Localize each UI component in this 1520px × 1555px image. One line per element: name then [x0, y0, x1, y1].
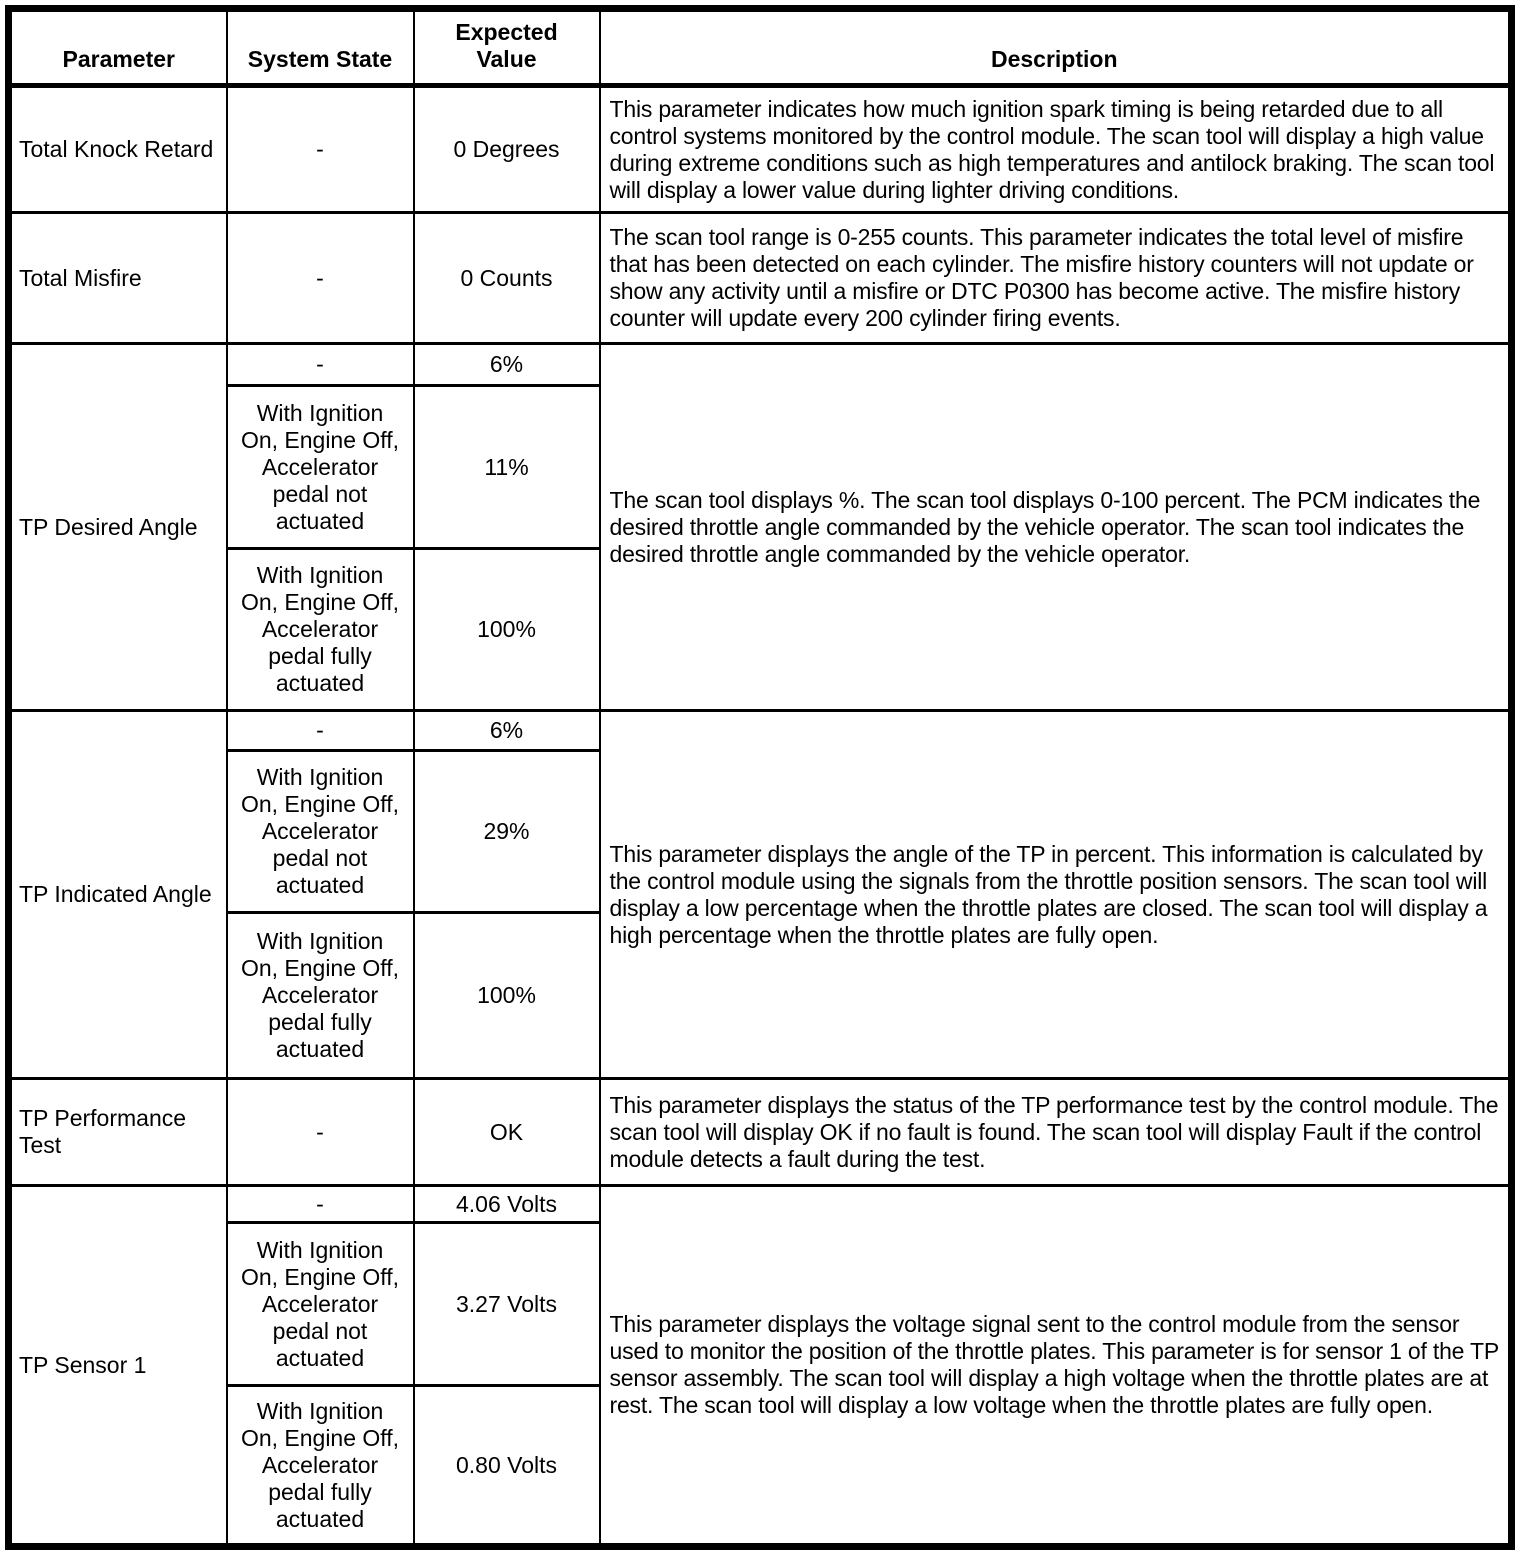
system-state-cell: With Ignition On, Engine Off, Accelerato… [225, 384, 415, 550]
header-description: Description [598, 7, 1513, 88]
system-state-cell: With Ignition On, Engine Off, Accelerato… [225, 1221, 415, 1387]
table-sub-row: With Ignition On, Engine Off, Accelerato… [9, 749, 1512, 914]
system-state-cell: - [225, 1077, 415, 1187]
expected-value-cell: 0.80 Volts [412, 1384, 601, 1548]
expected-value-cell: 100% [412, 911, 601, 1080]
expected-value-cell: 11% [412, 384, 601, 550]
parameter-cell: TP Desired Angle [7, 342, 228, 712]
system-state-cell: With Ignition On, Engine Off, Accelerato… [225, 749, 415, 914]
expected-value-cell: 3.27 Volts [412, 1221, 601, 1387]
expected-value-cell: OK [412, 1077, 601, 1187]
parameter-cell: TP Sensor 1 [7, 1184, 228, 1548]
system-state-cell: - [225, 211, 415, 345]
system-state-cell: With Ignition On, Engine Off, Accelerato… [225, 547, 415, 712]
table-sub-row: With Ignition On, Engine Off, Accelerato… [9, 1221, 1512, 1387]
expected-value-cell: 6% [412, 709, 601, 752]
table-row: TP Desired Angle - 6% The scan tool disp… [7, 342, 1513, 712]
expected-value-cell: 4.06 Volts [412, 1184, 601, 1224]
system-state-cell: With Ignition On, Engine Off, Accelerato… [225, 911, 415, 1080]
system-state-cell: - [225, 342, 415, 387]
expected-value-cell: 0 Counts [412, 211, 601, 345]
parameter-cell: Total Misfire [7, 211, 228, 345]
parameter-cell: Total Knock Retard [7, 84, 228, 214]
system-state-cell: With Ignition On, Engine Off, Accelerato… [225, 1384, 415, 1548]
scan-tool-parameter-table: Parameter System State Expected Value De… [5, 5, 1515, 1550]
table-sub-row: With Ignition On, Engine Off, Accelerato… [9, 911, 1512, 1080]
header-row: Parameter System State Expected Value De… [7, 7, 1513, 88]
description-cell: This parameter displays the status of th… [598, 1077, 1513, 1187]
expected-value-cell: 6% [412, 342, 601, 387]
row-group-total-knock-retard: Total Knock Retard - 0 Degrees This para… [7, 84, 1513, 214]
table-sub-row: With Ignition On, Engine Off, Accelerato… [9, 1384, 1512, 1548]
expected-value-cell: 100% [412, 547, 601, 712]
parameter-cell: TP Indicated Angle [7, 709, 228, 1080]
header-system-state: System State [225, 7, 415, 88]
header-expected-value: Expected Value [412, 7, 601, 88]
description-cell: This parameter displays the angle of the… [598, 709, 1513, 1080]
expected-value-cell: 0 Degrees [412, 84, 601, 214]
description-cell: This parameter displays the voltage sign… [598, 1184, 1513, 1548]
system-state-cell: - [225, 1184, 415, 1224]
header-parameter: Parameter [7, 7, 228, 88]
row-group-tp-indicated-angle: TP Indicated Angle - 6% This parameter d… [7, 709, 1513, 1080]
row-group-tp-performance-test: TP Performance Test - OK This parameter … [7, 1077, 1513, 1187]
table-row: TP Performance Test - OK This parameter … [7, 1077, 1513, 1187]
expected-value-cell: 29% [412, 749, 601, 914]
description-cell: The scan tool range is 0-255 counts. Thi… [598, 211, 1513, 345]
row-group-tp-desired-angle: TP Desired Angle - 6% The scan tool disp… [7, 342, 1513, 712]
parameter-cell: TP Performance Test [7, 1077, 228, 1187]
table-sub-row: With Ignition On, Engine Off, Accelerato… [9, 384, 1512, 550]
table-row: Total Knock Retard - 0 Degrees This para… [7, 84, 1513, 214]
table-row: TP Indicated Angle - 6% This parameter d… [7, 709, 1513, 1080]
row-group-total-misfire: Total Misfire - 0 Counts The scan tool r… [7, 211, 1513, 345]
table-row: TP Sensor 1 - 4.06 Volts This parameter … [7, 1184, 1513, 1548]
row-group-tp-sensor-1: TP Sensor 1 - 4.06 Volts This parameter … [7, 1184, 1513, 1548]
table-sub-row: With Ignition On, Engine Off, Accelerato… [9, 547, 1512, 712]
description-cell: The scan tool displays %. The scan tool … [598, 342, 1513, 712]
system-state-cell: - [225, 709, 415, 752]
table-row: Total Misfire - 0 Counts The scan tool r… [7, 211, 1513, 345]
description-cell: This parameter indicates how much igniti… [598, 84, 1513, 214]
system-state-cell: - [225, 84, 415, 214]
